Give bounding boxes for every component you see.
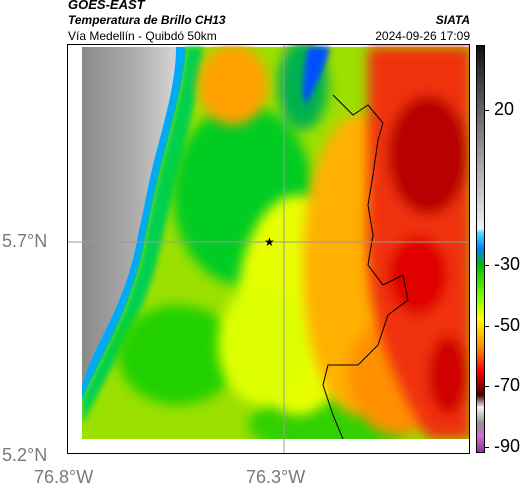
satellite-map[interactable]: ★ — [67, 44, 470, 454]
cb-label-neg50: -50 — [494, 315, 521, 335]
source-label: SIATA — [435, 13, 470, 27]
lat-label-52: 5.2°N — [2, 445, 48, 465]
cb-tick-mark — [485, 110, 489, 111]
cb-tick-mark — [485, 265, 489, 266]
cb-tick-mark — [485, 447, 489, 448]
brightness-temperature-image: ★ — [68, 45, 469, 453]
lon-label-763: 76.3°W — [246, 467, 306, 487]
colorbar-gradient — [477, 46, 484, 452]
route-subtitle: Vía Medellín - Quibdó 50km — [68, 29, 217, 43]
cb-label-neg30: -30 — [494, 254, 521, 274]
cb-tick-mark — [485, 386, 489, 387]
cb-tick-mark — [485, 326, 489, 327]
cb-label-neg70: -70 — [494, 375, 521, 395]
satellite-title: GOES-EAST — [68, 0, 145, 12]
lon-label-768: 76.8°W — [34, 467, 94, 487]
cb-label-neg90: -90 — [494, 436, 521, 456]
datetime-label: 2024-09-26 17:09 — [375, 29, 470, 43]
colorbar — [476, 45, 485, 453]
cb-label-20: 20 — [494, 99, 515, 119]
location-star-icon: ★ — [264, 235, 275, 249]
product-title: Temperatura de Brillo CH13 — [68, 13, 226, 27]
lat-label-57: 5.7°N — [2, 231, 48, 251]
